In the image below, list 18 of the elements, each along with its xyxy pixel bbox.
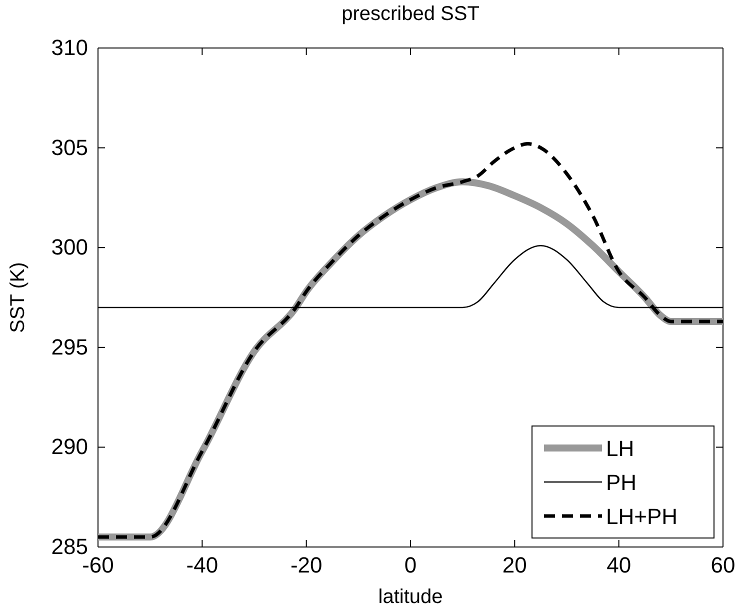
legend-label: LH+PH <box>606 504 678 529</box>
x-tick-label: 60 <box>710 552 736 578</box>
x-tick-label: -40 <box>186 552 218 578</box>
y-tick-label: 285 <box>51 534 88 560</box>
y-tick-label: 290 <box>51 434 88 460</box>
y-tick-label: 305 <box>51 134 88 160</box>
legend-label: LH <box>606 436 634 461</box>
x-tick-label: 40 <box>606 552 632 578</box>
x-tick-label: 0 <box>404 552 417 578</box>
x-axis-title: latitude <box>378 586 443 608</box>
x-tick-label: 20 <box>502 552 527 578</box>
x-tick-label: -20 <box>290 552 322 578</box>
y-axis-title: SST (K) <box>7 262 29 333</box>
y-tick-label: 300 <box>51 234 88 260</box>
y-tick-label: 295 <box>51 334 88 360</box>
chart-title: prescribed SST <box>342 3 480 25</box>
legend-label: PH <box>606 470 637 495</box>
y-tick-label: 310 <box>51 35 88 60</box>
